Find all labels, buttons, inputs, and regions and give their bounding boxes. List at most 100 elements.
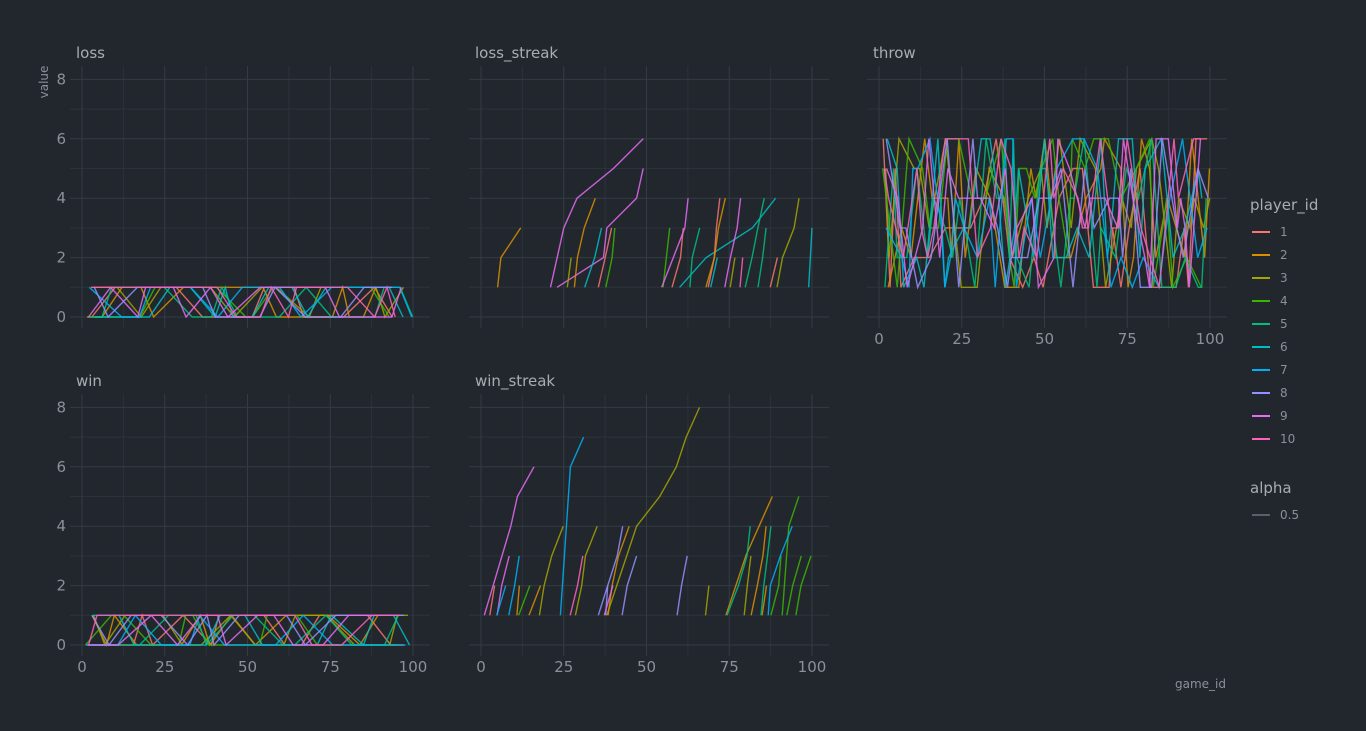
x-tick-label: 100 bbox=[798, 658, 827, 676]
series-line-player-8 bbox=[621, 555, 638, 616]
series-line-player-8 bbox=[597, 585, 609, 616]
y-axis-label: value bbox=[37, 66, 51, 99]
legend-label-5: 5 bbox=[1280, 317, 1288, 331]
series-line-player-4 bbox=[518, 585, 531, 616]
series-line-player-3 bbox=[729, 257, 736, 288]
series-line-player-2 bbox=[725, 496, 773, 616]
series-line-player-9 bbox=[603, 585, 614, 616]
series-line-player-4 bbox=[605, 227, 616, 288]
series-line-player-3 bbox=[743, 555, 752, 616]
series-line-player-4 bbox=[882, 136, 1202, 291]
series-line-player-3 bbox=[606, 407, 701, 616]
series-line-player-8 bbox=[676, 555, 688, 616]
series-line-player-9 bbox=[724, 198, 742, 288]
y-tick-label: 8 bbox=[56, 70, 66, 88]
x-tick-label: 50 bbox=[238, 658, 257, 676]
series-line-player-6 bbox=[710, 257, 718, 288]
y-tick-label: 4 bbox=[56, 189, 66, 207]
series-line-player-7 bbox=[508, 555, 520, 616]
series-line-player-2 bbox=[516, 585, 521, 616]
series-line-player-7 bbox=[885, 136, 1208, 290]
series-line-player-3 bbox=[538, 525, 564, 616]
series-line-player-3 bbox=[776, 198, 800, 288]
series-line-player-7 bbox=[86, 613, 406, 646]
series-line-player-7 bbox=[88, 286, 413, 319]
series-line-player-9 bbox=[661, 198, 689, 288]
panel-title-win: win bbox=[76, 372, 102, 390]
series-line-player-5 bbox=[744, 198, 765, 288]
x-tick-label: 25 bbox=[155, 658, 174, 676]
series-line-player-4 bbox=[795, 555, 812, 616]
legend-label-10: 10 bbox=[1280, 432, 1295, 446]
legend-label-3: 3 bbox=[1280, 271, 1288, 285]
x-tick-label: 75 bbox=[1118, 330, 1137, 348]
x-tick-label: 0 bbox=[476, 658, 486, 676]
series-line-player-5 bbox=[689, 227, 701, 288]
series-line-player-6 bbox=[679, 197, 777, 288]
series-line-player-4 bbox=[786, 555, 802, 616]
series-line-player-9 bbox=[483, 466, 535, 616]
series-line-player-9 bbox=[549, 138, 644, 288]
series-line-player-9 bbox=[885, 138, 1202, 290]
x-tick-label: 100 bbox=[1196, 330, 1225, 348]
series-line-player-4 bbox=[662, 227, 671, 288]
series-line-player-10 bbox=[87, 614, 400, 646]
y-tick-label: 0 bbox=[56, 308, 66, 326]
series-line-player-1 bbox=[671, 227, 684, 288]
y-tick-label: 2 bbox=[56, 577, 66, 595]
series-line-player-7 bbox=[559, 436, 585, 616]
series-line-player-9 bbox=[496, 555, 510, 616]
series-line-player-1 bbox=[769, 257, 779, 288]
series-line-player-2 bbox=[528, 585, 542, 616]
legend-label-4: 4 bbox=[1280, 294, 1288, 308]
series-line-player-9 bbox=[556, 168, 644, 288]
legend-label-6: 6 bbox=[1280, 340, 1288, 354]
series-line-player-2 bbox=[761, 585, 768, 616]
series-line-player-1 bbox=[597, 227, 613, 288]
series-line-player-6 bbox=[584, 227, 603, 288]
panel-title-loss: loss bbox=[76, 44, 105, 62]
series-line-player-8 bbox=[605, 526, 624, 616]
y-tick-label: 4 bbox=[56, 517, 66, 535]
series-line-player-1 bbox=[489, 585, 496, 616]
series-line-player-9 bbox=[87, 286, 402, 319]
x-tick-label: 25 bbox=[952, 330, 971, 348]
x-tick-label: 0 bbox=[874, 330, 884, 348]
series-line-player-2 bbox=[607, 525, 630, 616]
x-tick-label: 75 bbox=[321, 658, 340, 676]
y-tick-label: 6 bbox=[56, 458, 66, 476]
series-line-player-2 bbox=[750, 526, 767, 616]
x-tick-label: 50 bbox=[1035, 330, 1054, 348]
series-line-player-2 bbox=[705, 198, 726, 288]
series-line-player-2 bbox=[573, 197, 596, 288]
legend-label-8: 8 bbox=[1280, 386, 1288, 400]
series-line-player-3 bbox=[704, 585, 710, 616]
y-tick-label: 2 bbox=[56, 249, 66, 267]
series-line-player-7 bbox=[767, 525, 793, 616]
series-line-player-5 bbox=[760, 526, 772, 616]
series-line-player-2 bbox=[496, 227, 522, 288]
x-tick-label: 100 bbox=[399, 658, 428, 676]
series-line-player-10 bbox=[883, 138, 1201, 288]
series-line-player-7 bbox=[496, 585, 507, 616]
legend-alpha-label: 0.5 bbox=[1280, 508, 1299, 522]
legend-alpha-title: alpha bbox=[1250, 479, 1292, 497]
series-line-player-10 bbox=[569, 555, 584, 616]
legend-label-2: 2 bbox=[1280, 248, 1288, 262]
series-line-player-5 bbox=[726, 526, 751, 616]
series-line-player-4 bbox=[770, 555, 782, 616]
series-line-player-10 bbox=[91, 285, 396, 319]
legend-label-1: 1 bbox=[1280, 225, 1288, 239]
x-tick-label: 50 bbox=[637, 658, 656, 676]
x-axis-label: game_id bbox=[1175, 677, 1226, 691]
panel-title-loss_streak: loss_streak bbox=[475, 44, 558, 63]
y-tick-label: 6 bbox=[56, 130, 66, 148]
panel-title-throw: throw bbox=[873, 44, 916, 62]
y-tick-label: 0 bbox=[56, 636, 66, 654]
series-line-player-5 bbox=[757, 227, 767, 288]
legend-title: player_id bbox=[1250, 196, 1318, 215]
series-line-player-4 bbox=[781, 496, 800, 616]
series-line-player-6 bbox=[808, 227, 813, 288]
x-tick-label: 25 bbox=[554, 658, 573, 676]
